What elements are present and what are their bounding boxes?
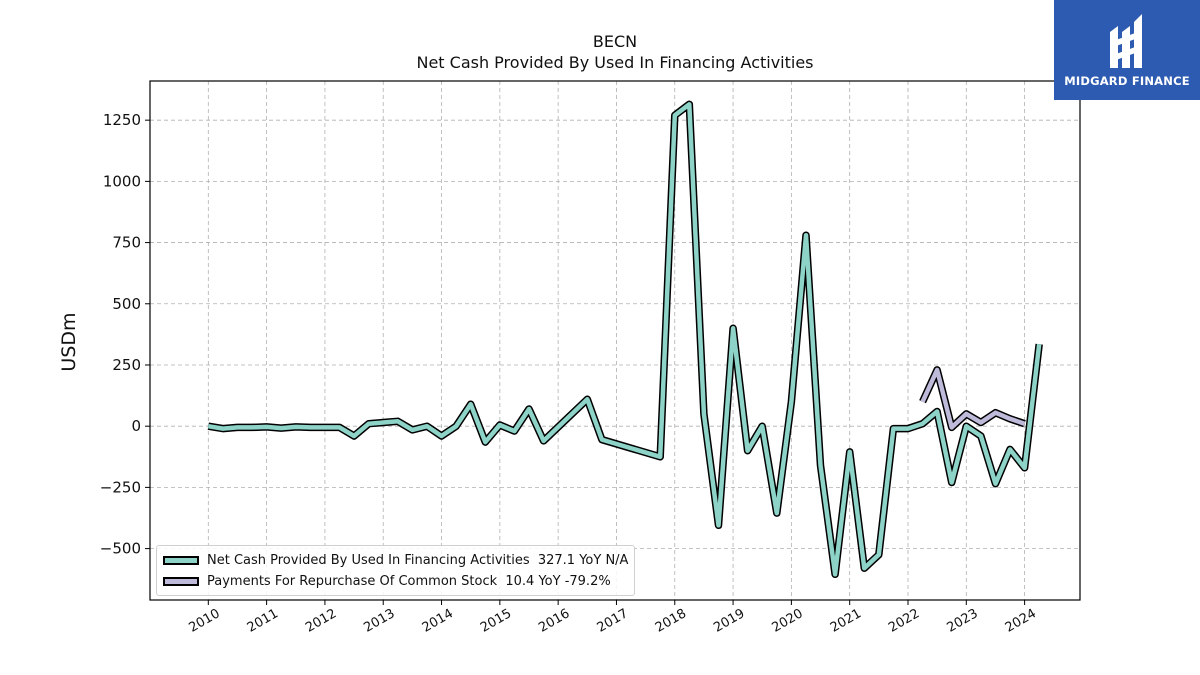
x-tick-label: 2015 [478,606,514,636]
x-tick-label: 2012 [303,606,339,636]
legend-label-repurchase: Payments For Repurchase Of Common Stock … [207,574,611,589]
legend-label-financing: Net Cash Provided By Used In Financing A… [207,553,629,568]
legend-swatch-repurchase [163,577,199,586]
legend-item: Payments For Repurchase Of Common Stock … [163,571,628,592]
legend-item: Net Cash Provided By Used In Financing A… [163,550,628,571]
y-tick-label: 500 [112,295,141,313]
x-tick-label: 2010 [186,606,222,636]
x-tick-label: 2017 [595,606,631,636]
chart-title: BECN [593,32,637,51]
grid [150,81,1080,600]
x-tick-label: 2013 [361,606,397,636]
legend-swatch-financing [163,556,199,565]
x-tick-label: 2020 [770,606,806,636]
y-tick-label: −500 [100,540,141,558]
x-tick-label: 2023 [944,606,980,636]
y-tick-label: −250 [100,478,141,496]
series-lines [207,100,1043,579]
x-tick-label: 2021 [828,606,864,636]
y-tick-label: 250 [112,356,141,374]
y-tick-label: 0 [131,417,141,435]
y-tick-label: 750 [112,234,141,252]
series-line-financing-outline [207,100,1043,579]
x-tick-label: 2014 [420,606,456,636]
logo-mark-icon [1110,14,1142,68]
x-tick-label: 2019 [711,606,747,636]
y-tick-label: 1250 [103,111,141,129]
y-axis-label: USDm [58,312,80,371]
x-tick-label: 2018 [653,606,689,636]
chart-subtitle: Net Cash Provided By Used In Financing A… [416,53,813,72]
logo-text: MIDGARD FINANCE [1064,74,1190,88]
plot-frame [149,80,1081,601]
series-line-repurchase [920,367,1026,430]
x-tick-label: 2022 [886,606,922,636]
brand-logo: MIDGARD FINANCE [1054,0,1200,100]
legend: Net Cash Provided By Used In Financing A… [156,545,636,596]
y-tick-label: 1000 [103,172,141,190]
x-tick-label: 2016 [536,606,572,636]
series-line-financing [207,102,1042,577]
x-tick-label: 2011 [245,606,281,636]
x-tick-label: 2024 [1003,606,1039,636]
